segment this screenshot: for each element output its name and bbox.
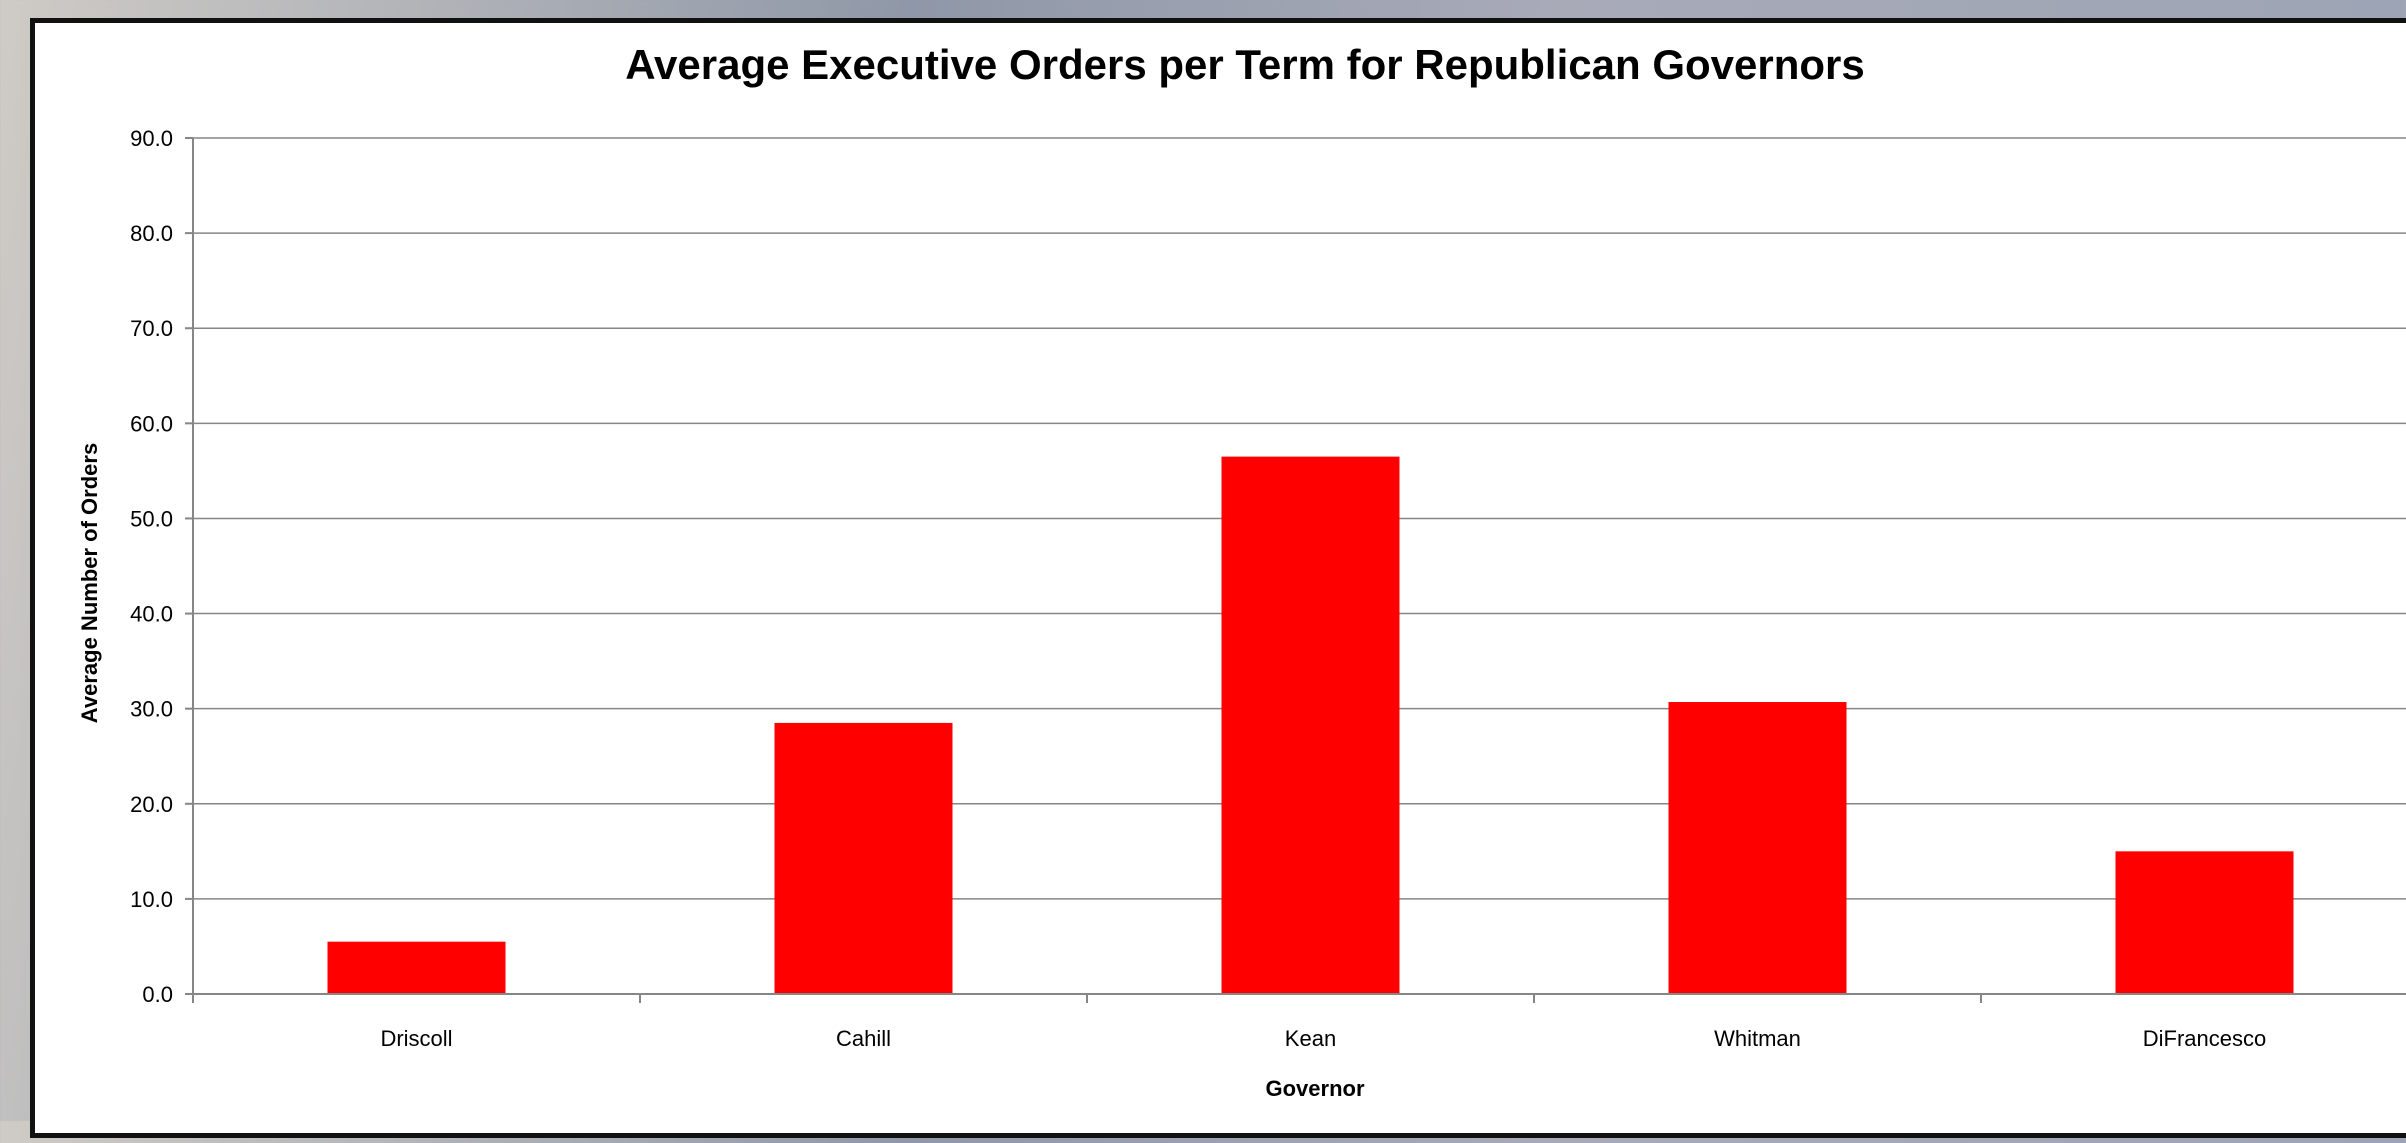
bars bbox=[327, 456, 2294, 995]
y-tick-label: 50.0 bbox=[130, 506, 173, 531]
y-tick-label: 80.0 bbox=[130, 221, 173, 246]
bar-chart: Average Executive Orders per Term for Re… bbox=[77, 41, 2406, 1101]
y-axis-ticks: 0.0 10.0 20.0 30.0 40.0 50.0 60.0 70.0 80.0 90.0 bbox=[130, 126, 193, 1007]
bar-driscoll bbox=[327, 941, 506, 994]
y-tick-label: 90.0 bbox=[130, 126, 173, 151]
x-tick-label: Driscoll bbox=[380, 1026, 452, 1051]
y-tick-label: 10.0 bbox=[130, 887, 173, 912]
y-tick-label: 40.0 bbox=[130, 602, 173, 627]
bar-cahill bbox=[774, 722, 953, 994]
y-tick-label: 30.0 bbox=[130, 697, 173, 722]
y-tick-label: 70.0 bbox=[130, 316, 173, 341]
chart-frame: Average Executive Orders per Term for Re… bbox=[30, 18, 2406, 1138]
chart-title: Average Executive Orders per Term for Re… bbox=[625, 41, 1864, 88]
x-tick-label: Cahill bbox=[836, 1026, 891, 1051]
bar-kean bbox=[1221, 456, 1400, 995]
y-tick-label: 0.0 bbox=[142, 982, 173, 1007]
x-tick-label: DiFrancesco bbox=[2143, 1026, 2266, 1051]
x-axis-title: Governor bbox=[1265, 1076, 1364, 1101]
x-axis-ticks: Driscoll Cahill Kean Whitman DiFrancesco bbox=[192, 994, 2266, 1051]
bar-difrancesco bbox=[2115, 851, 2294, 994]
bar-whitman bbox=[1668, 702, 1847, 994]
x-tick-label: Kean bbox=[1285, 1026, 1336, 1051]
x-tick-label: Whitman bbox=[1714, 1026, 1801, 1051]
y-axis-title: Average Number of Orders bbox=[77, 443, 102, 723]
y-tick-label: 20.0 bbox=[130, 792, 173, 817]
y-tick-label: 60.0 bbox=[130, 411, 173, 436]
